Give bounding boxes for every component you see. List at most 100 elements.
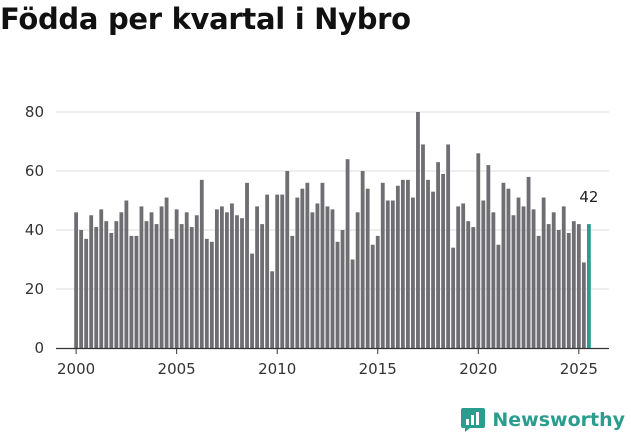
bar [179, 224, 184, 348]
bar [556, 230, 561, 348]
bar [290, 235, 295, 348]
bar [536, 235, 541, 348]
brand-logo[interactable]: Newsworthy [460, 407, 625, 433]
bar [169, 238, 174, 348]
bar [149, 212, 154, 348]
bar [446, 144, 451, 348]
bar [370, 244, 375, 348]
bar [139, 206, 144, 348]
bar [451, 247, 456, 348]
bar [521, 206, 526, 348]
bar [406, 179, 410, 348]
bar [255, 206, 259, 348]
bar [571, 221, 576, 348]
bar [496, 244, 501, 348]
bar [129, 235, 134, 348]
bar [441, 173, 446, 348]
bar [516, 197, 521, 348]
bar [285, 171, 290, 348]
x-tick-label: 2020 [459, 360, 497, 378]
bar [74, 212, 79, 348]
bar-highlight [586, 224, 591, 348]
bar [390, 200, 395, 348]
y-tick-label: 20 [25, 280, 44, 298]
bar [174, 209, 179, 348]
bar [421, 144, 425, 348]
y-tick-label: 60 [25, 162, 44, 180]
bar [355, 212, 360, 348]
bar [380, 182, 385, 348]
x-tick-label: 2025 [560, 360, 598, 378]
bar [491, 212, 496, 348]
bar [235, 215, 239, 348]
bar [456, 206, 461, 348]
bar [436, 162, 440, 348]
bar [566, 232, 571, 348]
bar [114, 221, 119, 348]
bar-chart-icon [461, 408, 486, 432]
bar [194, 215, 199, 348]
bar [99, 209, 104, 348]
y-tick-label: 0 [34, 339, 44, 357]
bar [209, 241, 214, 348]
bar [245, 182, 249, 348]
bar [184, 212, 189, 348]
bar [375, 235, 380, 348]
bar [265, 194, 270, 348]
bar [275, 194, 280, 348]
bar [576, 224, 581, 348]
y-tick-label: 80 [25, 103, 44, 121]
bar [189, 227, 194, 348]
bar [214, 209, 219, 348]
bar [551, 212, 556, 348]
bar [330, 209, 335, 348]
brand-name: Newsworthy [492, 409, 625, 431]
bar [466, 221, 471, 348]
bar [315, 203, 320, 348]
bar [230, 203, 234, 348]
bar [280, 194, 285, 348]
bar [79, 230, 84, 348]
bar [320, 182, 325, 348]
bar [260, 224, 265, 348]
bar [350, 259, 355, 348]
y-tick-label: 40 [25, 221, 44, 239]
bar [305, 182, 310, 348]
bar [476, 153, 481, 348]
x-tick-label: 2000 [57, 360, 95, 378]
page-title: Födda per kvartal i Nybro [0, 2, 411, 36]
bar [400, 179, 405, 348]
bar [84, 238, 89, 348]
bar [104, 221, 109, 348]
bar [411, 197, 415, 348]
bar [541, 197, 546, 348]
bar [144, 221, 149, 348]
bar [471, 227, 476, 348]
bar [154, 224, 159, 348]
annotations: 42 [579, 188, 598, 206]
bar [501, 182, 506, 348]
bar [531, 209, 536, 348]
bar [486, 165, 491, 348]
bar [300, 188, 305, 348]
bar [250, 253, 254, 348]
x-tick-label: 2010 [258, 360, 296, 378]
bar [89, 215, 94, 348]
bar [426, 179, 430, 348]
bar [461, 203, 466, 348]
bar [124, 200, 129, 348]
bar [481, 200, 486, 348]
bar [159, 206, 164, 348]
bar [240, 218, 244, 348]
bar [335, 241, 340, 348]
x-tick-label: 2015 [359, 360, 397, 378]
bar [164, 197, 169, 348]
bar [365, 188, 370, 348]
bar [134, 235, 139, 348]
x-axis: 2000 2005 2010 2015 2020 2025 [56, 347, 609, 378]
bar [204, 238, 209, 348]
bar [360, 171, 365, 348]
bar [225, 212, 229, 348]
bar [345, 159, 350, 348]
